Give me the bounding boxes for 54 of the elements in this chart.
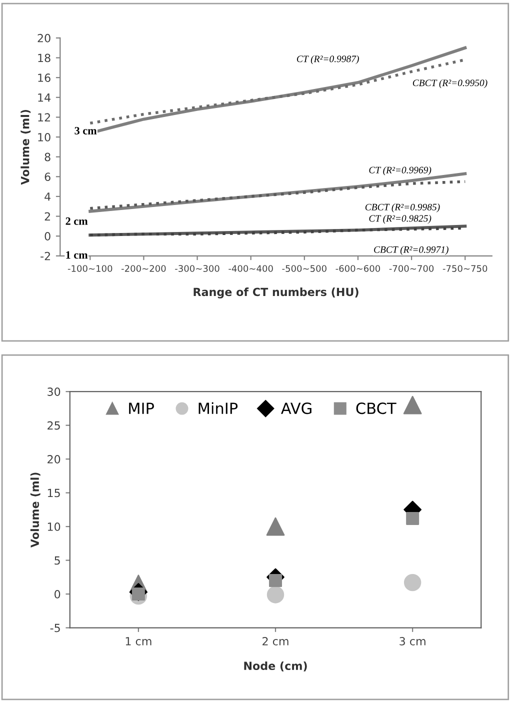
- y-axis-title: Volume (ml): [30, 472, 40, 548]
- x-axis-title: Range of CT numbers (HU): [194, 288, 358, 298]
- y-tick-label: 2: [44, 212, 50, 220]
- legend-label: MIP: [129, 402, 154, 414]
- legend-label: MinIP: [198, 402, 238, 414]
- annotation: 3 cm: [74, 126, 97, 134]
- y-tick-label: 4: [44, 192, 50, 201]
- y-tick-label: 30: [48, 388, 60, 396]
- annotation: CBCT (R²=0.9950): [412, 79, 488, 88]
- x-tick-label: -200~200: [122, 265, 166, 272]
- x-tick-label: -700~700: [389, 265, 434, 272]
- annotation: CT (R²=0.9987): [296, 55, 359, 64]
- annotation: CT (R²=0.9969): [369, 166, 432, 176]
- y-tick-label: 0: [54, 590, 60, 598]
- annotation: CT (R²=0.9825): [369, 214, 432, 224]
- x-tick-label: -750~750: [442, 265, 488, 272]
- y-tick-label: 18: [38, 54, 50, 62]
- point: [266, 586, 284, 604]
- x-tick-label: -500~500: [282, 265, 326, 272]
- x-tick-label: -600~600: [336, 265, 380, 272]
- y-tick-label: 10: [48, 522, 60, 531]
- y-tick-label: 0: [44, 232, 50, 240]
- point: [266, 517, 285, 536]
- x-tick-label: 3 cm: [400, 637, 426, 646]
- annotation: 2 cm: [66, 217, 88, 225]
- point: [269, 574, 282, 588]
- annotation: CBCT (R²=0.9985): [365, 204, 440, 212]
- x-axis-title: Node (cm): [244, 661, 307, 672]
- point: [404, 574, 422, 592]
- y-tick-label: 6: [44, 172, 50, 182]
- y-tick-label: -5: [50, 624, 60, 632]
- x-tick-label: 1 cm: [126, 637, 152, 646]
- y-tick-label: 20: [38, 34, 50, 42]
- y-tick-label: 8: [44, 152, 50, 162]
- x-tick-label: 2 cm: [262, 637, 288, 646]
- annotation: 1 cm: [66, 251, 88, 259]
- y-tick-label: 16: [38, 74, 50, 82]
- x-tick-label: -100~100: [68, 265, 112, 272]
- x-tick-label: -300~300: [175, 265, 220, 272]
- point: [403, 396, 422, 414]
- legend-label: AVG: [281, 402, 312, 414]
- point: [406, 512, 420, 525]
- y-tick-label: -2: [40, 252, 50, 260]
- y-tick-label: 12: [38, 113, 50, 122]
- annotation: CBCT (R²=0.9971): [374, 246, 448, 255]
- y-tick-label: 15: [48, 488, 60, 498]
- y-tick-label: 14: [38, 94, 50, 102]
- y-tick-label: 20: [48, 455, 60, 464]
- legend-label: CBCT: [356, 402, 396, 414]
- y-tick-label: 10: [38, 132, 50, 142]
- y-tick-label: 25: [48, 421, 60, 430]
- y-tick-label: 5: [54, 556, 60, 565]
- x-tick-label: -400~400: [228, 265, 273, 272]
- y-axis-title: Volume (ml): [20, 110, 31, 185]
